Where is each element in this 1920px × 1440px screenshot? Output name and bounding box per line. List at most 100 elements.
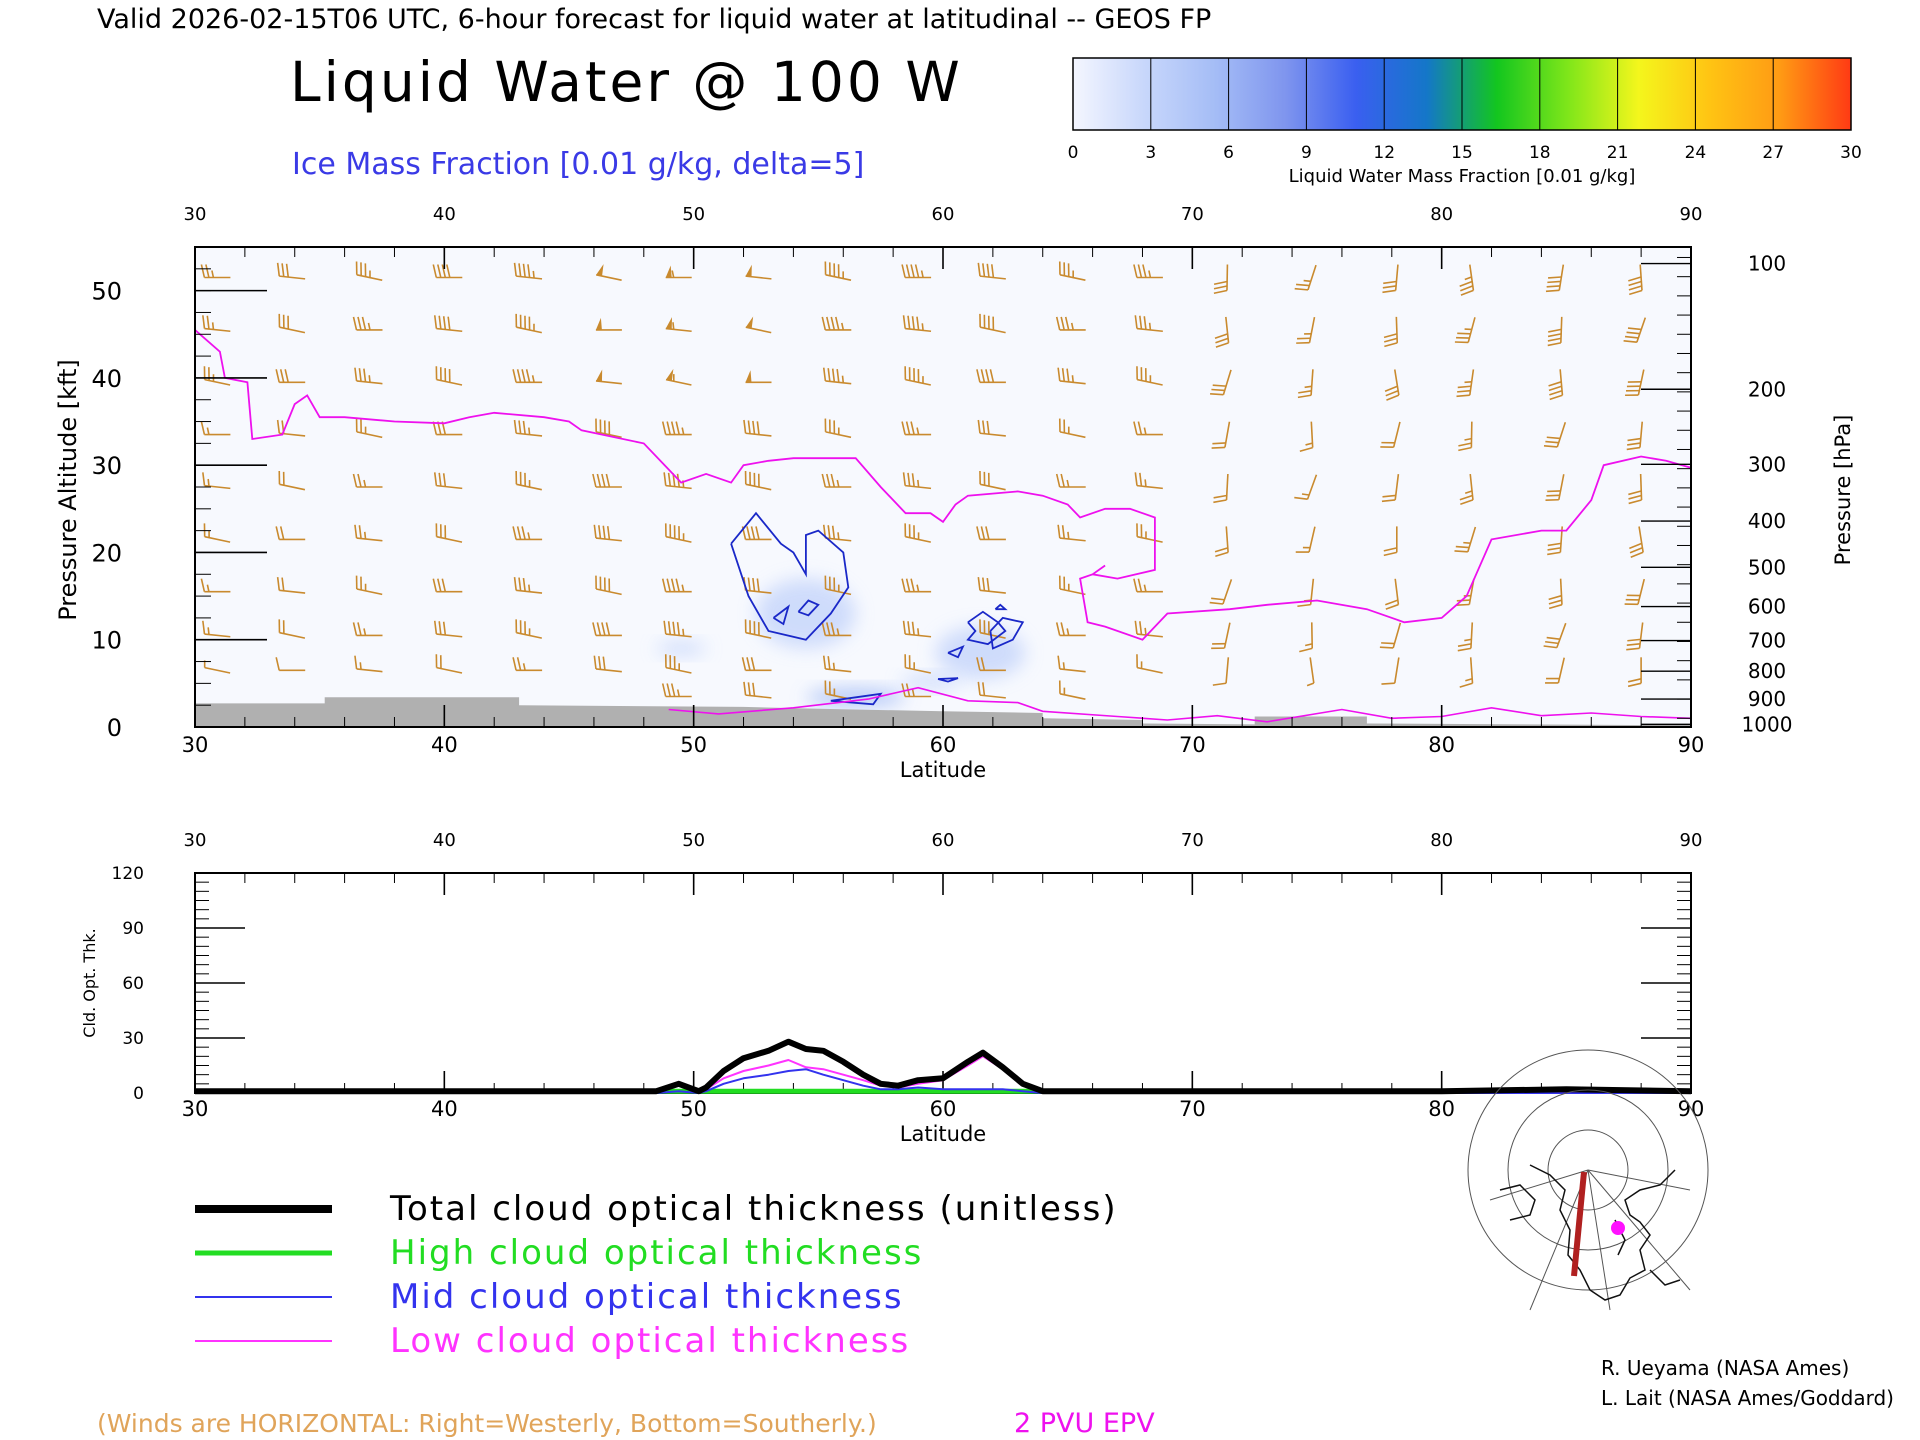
wind-barb-feather [1548, 385, 1562, 392]
wind-barb-feather [1297, 394, 1312, 399]
wind-barb-feather [1546, 636, 1561, 640]
wind-barb-feather [598, 656, 602, 670]
wind-barb-feather [830, 622, 836, 636]
wind-barb-feather [746, 657, 751, 671]
wind-barb-feather [363, 368, 367, 382]
wind-barb-feather [1630, 551, 1644, 558]
wind-barb-feather [1296, 341, 1310, 344]
wind-barb-half-feather [841, 322, 845, 331]
wind-barb-feather [599, 576, 602, 590]
wind-barb-feather [664, 654, 667, 668]
wind-barb [512, 369, 543, 384]
wind-barb [355, 261, 383, 281]
wind-barb-feather [905, 421, 911, 435]
wind-barb-feather [907, 315, 911, 330]
wind-barb-feather [357, 316, 362, 331]
wind-barb [901, 264, 932, 279]
wind-barb-feather [833, 420, 836, 434]
wind-barb-feather [1455, 603, 1470, 606]
wind-barb-staff [1393, 657, 1400, 684]
wind-barb-feather [1139, 621, 1143, 635]
wind-barb-feather [595, 575, 597, 590]
wind-barb-feather [914, 264, 920, 278]
wind-barb-feather [606, 526, 611, 540]
wind-barb [1626, 622, 1644, 651]
wind-barb-feather [826, 316, 831, 331]
wind-barb-feather [910, 264, 915, 278]
wind-barb-half-feather [1464, 437, 1472, 441]
pressure-tick-label: 100 [1748, 252, 1786, 276]
x-top-tick-label: 60 [932, 204, 955, 225]
wind-barb-feather [1137, 578, 1143, 592]
wind-barb [822, 367, 852, 385]
wind-barb-feather [1628, 490, 1642, 496]
wind-barb-half-feather [1140, 661, 1143, 669]
wind-barb-feather [837, 264, 840, 278]
wind-barb-feather [828, 419, 831, 433]
wind-barb-half-feather [836, 479, 840, 488]
wind-barb [354, 524, 383, 542]
wind-barb-feather [917, 369, 920, 383]
wind-barb-feather [1295, 551, 1310, 553]
wind-barb [1626, 421, 1644, 451]
wind-barb-feather [1626, 331, 1640, 335]
wind-barb [513, 577, 543, 594]
legend-label: Low cloud optical thickness [390, 1321, 910, 1361]
wind-barb-feather [904, 366, 907, 380]
wind-barb-feather [278, 619, 281, 633]
wind-barb-feather [980, 369, 986, 383]
wind-barb-half-feather [681, 584, 685, 592]
wind-barb-feather [976, 657, 981, 671]
wind-barb [1134, 315, 1163, 333]
wind-barb-feather [1136, 654, 1138, 668]
wind-barb [743, 681, 772, 699]
wind-barb-half-feather [1148, 322, 1152, 331]
wind-barb-feather [1381, 441, 1395, 444]
wind-barb-feather [826, 473, 831, 488]
wind-barb-feather [1211, 597, 1225, 601]
wind-barb-feather [518, 420, 522, 434]
wind-barb [512, 657, 543, 672]
wind-barb [661, 421, 692, 436]
legend-label: Total cloud optical thickness (unitless) [389, 1189, 1118, 1229]
wind-barb-feather [821, 316, 827, 331]
wind-barb-feather [603, 577, 606, 591]
wind-barb-feather [1060, 622, 1065, 636]
wind-barb-feather [1294, 496, 1308, 501]
wind-barb [664, 654, 692, 674]
wind-barb-half-feather [1066, 479, 1070, 488]
coastlines [1499, 1164, 1681, 1301]
wind-barb-feather [757, 473, 760, 488]
wind-barb [1211, 421, 1231, 449]
colorbar-tick-label: 21 [1607, 143, 1629, 163]
wind-barbs [200, 261, 1647, 700]
wind-barb [355, 575, 383, 596]
wind-barb [1136, 654, 1163, 674]
wind-barb-feather [911, 316, 915, 330]
wind-barb-feather [1549, 390, 1563, 396]
wind-barb-half-feather [1465, 678, 1473, 682]
y-tick-label: 50 [91, 278, 122, 306]
wind-barb-feather [433, 620, 438, 635]
wind-barb [433, 315, 463, 333]
wind-barb-feather [364, 263, 367, 277]
wind-barb-feather [447, 316, 451, 331]
wind-barb-feather [355, 575, 358, 590]
wind-barb-half-feather [364, 583, 367, 591]
x-top-tick-label: 50 [682, 830, 705, 851]
wind-barb-feather [355, 418, 358, 432]
wind-barb-feather [352, 622, 358, 636]
wind-barb-feather [518, 263, 522, 277]
wind-barb-feather [435, 523, 438, 537]
wind-barb-feather [744, 470, 747, 485]
wind-barb-feather [1454, 550, 1468, 553]
wind-barb-feather [516, 526, 522, 540]
wind-barb-feather [284, 369, 289, 383]
x-top-tick-label: 80 [1430, 204, 1453, 225]
wind-barb-feather [200, 578, 206, 592]
wind-barb-feather [279, 526, 285, 540]
wind-barb-feather [986, 420, 990, 435]
wind-barb-feather [1063, 262, 1066, 276]
wind-barb [595, 369, 622, 385]
wind-barb-feather [1457, 643, 1472, 647]
